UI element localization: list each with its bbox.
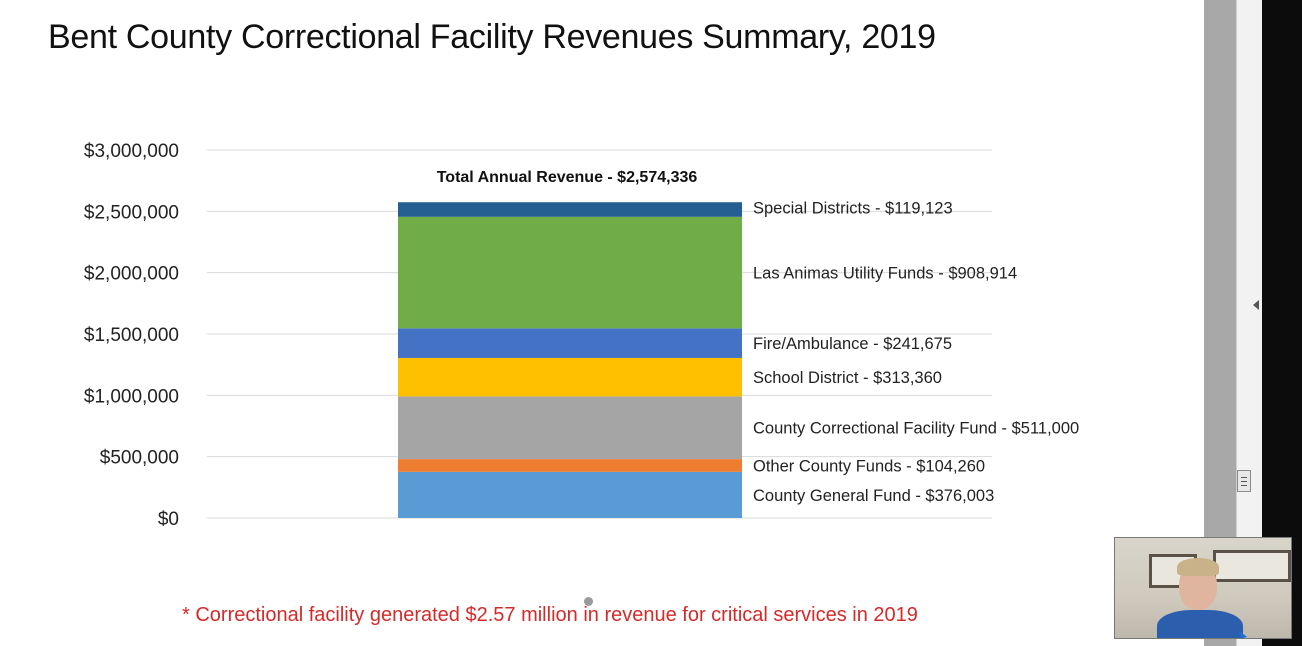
footnote: * Correctional facility generated $2.57 … — [182, 604, 918, 626]
presenter-hair — [1177, 558, 1219, 576]
chart-total-label: Total Annual Revenue - $2,574,336 — [437, 169, 698, 186]
bar-segment-school-district — [398, 357, 742, 397]
stacked-bar-chart: $0 $500,000 $1,000,000 $1,500,000 $2,000,000… — [84, 141, 1079, 530]
y-tick-label: $2,500,000 — [84, 202, 179, 223]
y-tick-label: $1,000,000 — [84, 386, 179, 407]
scrollbar-thumb[interactable] — [1237, 470, 1251, 492]
data-label: Las Animas Utility Funds - $908,914 — [753, 265, 1017, 283]
data-label: School District - $313,360 — [753, 369, 942, 387]
data-label: Fire/Ambulance - $241,675 — [753, 335, 952, 353]
wall-picture — [1213, 550, 1291, 582]
grip-icon — [1241, 477, 1247, 486]
y-tick-label: $500,000 — [100, 448, 179, 469]
y-tick-label: $3,000,000 — [84, 141, 179, 162]
slide-title: Bent County Correctional Facility Revenu… — [48, 18, 936, 56]
bar-segment-county-correctional-facility-fund — [398, 396, 742, 460]
data-label: Special Districts - $119,123 — [753, 200, 953, 218]
collapse-arrow-icon[interactable] — [1253, 300, 1259, 310]
presenter-body — [1157, 610, 1243, 638]
bar-segment-county-general-fund — [398, 471, 742, 518]
y-tick-label: $2,000,000 — [84, 264, 179, 285]
bar-segment-other-county-funds — [398, 459, 742, 472]
slide-position-dot — [584, 597, 593, 606]
webcam-overlay — [1114, 537, 1292, 639]
data-label: Other County Funds - $104,260 — [753, 457, 985, 475]
y-tick-label: $0 — [158, 509, 179, 530]
presentation-slide: Bent County Correctional Facility Revenu… — [48, 18, 1080, 626]
data-label: County Correctional Facility Fund - $511… — [753, 420, 1079, 438]
bar-segment-special-districts — [398, 202, 742, 217]
bar-segment-fire-ambulance — [398, 328, 742, 358]
data-label: County General Fund - $376,003 — [753, 487, 994, 505]
y-tick-label: $1,500,000 — [84, 325, 179, 346]
bar-segment-las-animas-utility-funds — [398, 216, 742, 329]
